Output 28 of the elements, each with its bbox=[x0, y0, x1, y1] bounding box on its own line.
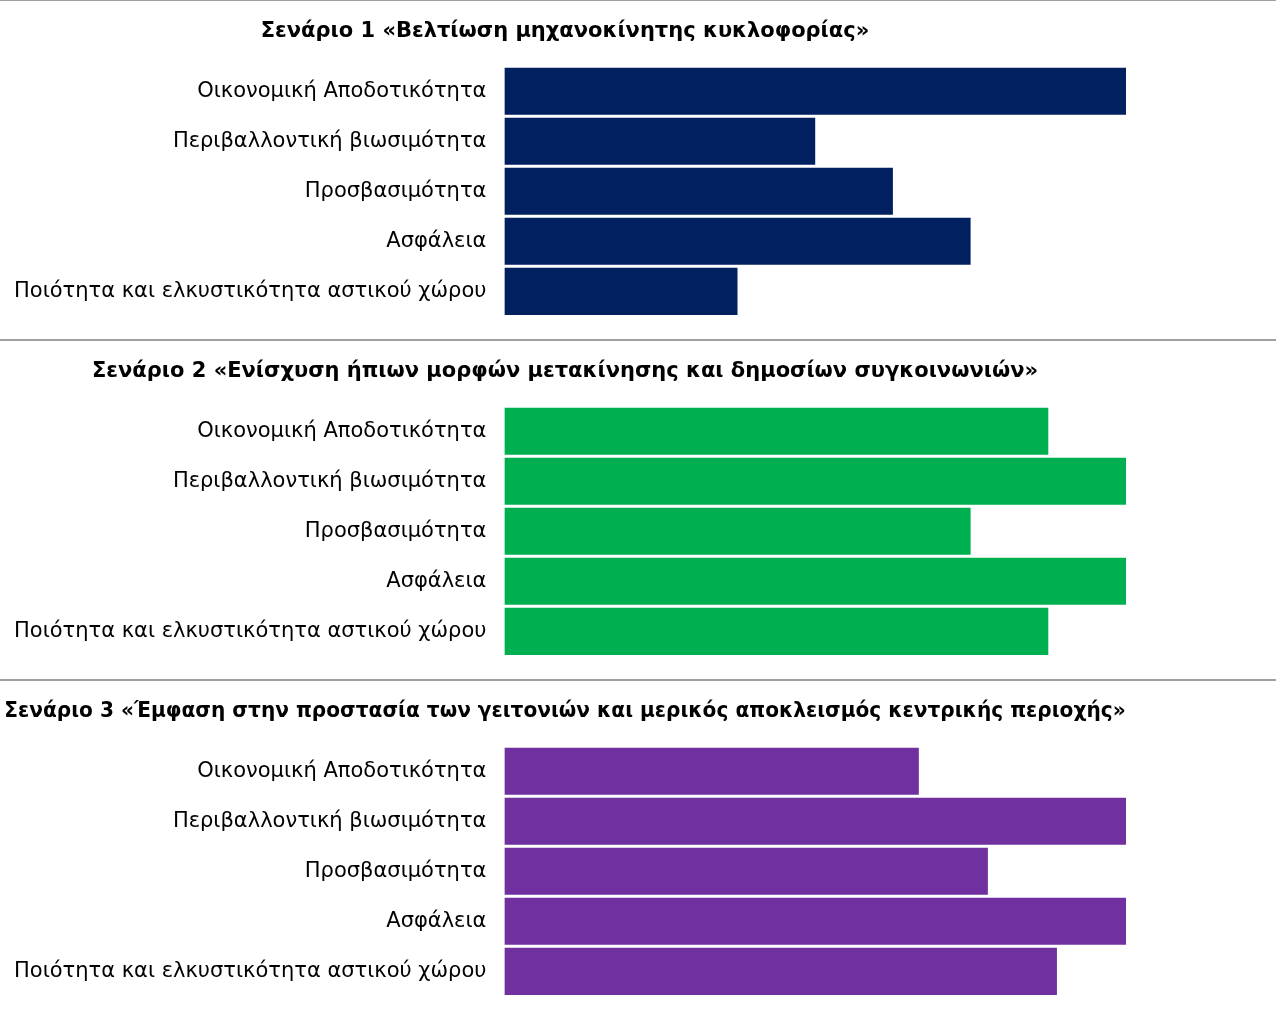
y-tick-label: Οικονομική Αποδοτικότητα bbox=[197, 77, 487, 102]
bar bbox=[504, 267, 738, 315]
y-tick-label: Περιβαλλοντική βιωσιμότητα bbox=[172, 127, 487, 152]
bar bbox=[504, 167, 893, 215]
bar bbox=[504, 947, 1057, 995]
y-tick-label: Ασφάλεια bbox=[386, 907, 487, 932]
y-tick-label: Προσβασιμότητα bbox=[304, 177, 487, 202]
bar bbox=[504, 797, 1126, 845]
bar bbox=[504, 67, 1126, 115]
y-tick-label: Περιβαλλοντική βιωσιμότητα bbox=[172, 807, 487, 832]
chart-title: Σενάριο 3 «Έμφαση στην προστασία των γειτονιών και μερικός αποκλεισμός κεντρικής περιοχής» bbox=[4, 697, 1126, 723]
y-tick-label: Προσβασιμότητα bbox=[304, 517, 487, 542]
y-tick-label: Προσβασιμότητα bbox=[304, 857, 487, 882]
y-tick-label: Ποιότητα και ελκυστικότητα αστικού χώρου bbox=[13, 277, 487, 302]
bar bbox=[504, 747, 919, 795]
bar bbox=[504, 117, 816, 165]
chart-title: Σενάριο 1 «Βελτίωση μηχανοκίνητης κυκλοφορίας» bbox=[260, 18, 870, 43]
y-tick-label: Περιβαλλοντική βιωσιμότητα bbox=[172, 467, 487, 492]
y-tick-label: Οικονομική Αποδοτικότητα bbox=[197, 757, 487, 782]
chart-title: Σενάριο 2 «Ενίσχυση ήπιων μορφών μετακίνησης και δημοσίων συγκοινωνιών» bbox=[92, 358, 1038, 383]
bar bbox=[504, 847, 988, 895]
y-tick-label: Οικονομική Αποδοτικότητα bbox=[197, 417, 487, 442]
bar bbox=[504, 217, 971, 265]
y-tick-label: Ασφάλεια bbox=[386, 567, 487, 592]
y-tick-label: Ποιότητα και ελκυστικότητα αστικού χώρου bbox=[13, 617, 487, 642]
y-tick-label: Ασφάλεια bbox=[386, 227, 487, 252]
y-tick-label: Ποιότητα και ελκυστικότητα αστικού χώρου bbox=[13, 957, 487, 982]
bar bbox=[504, 897, 1126, 945]
